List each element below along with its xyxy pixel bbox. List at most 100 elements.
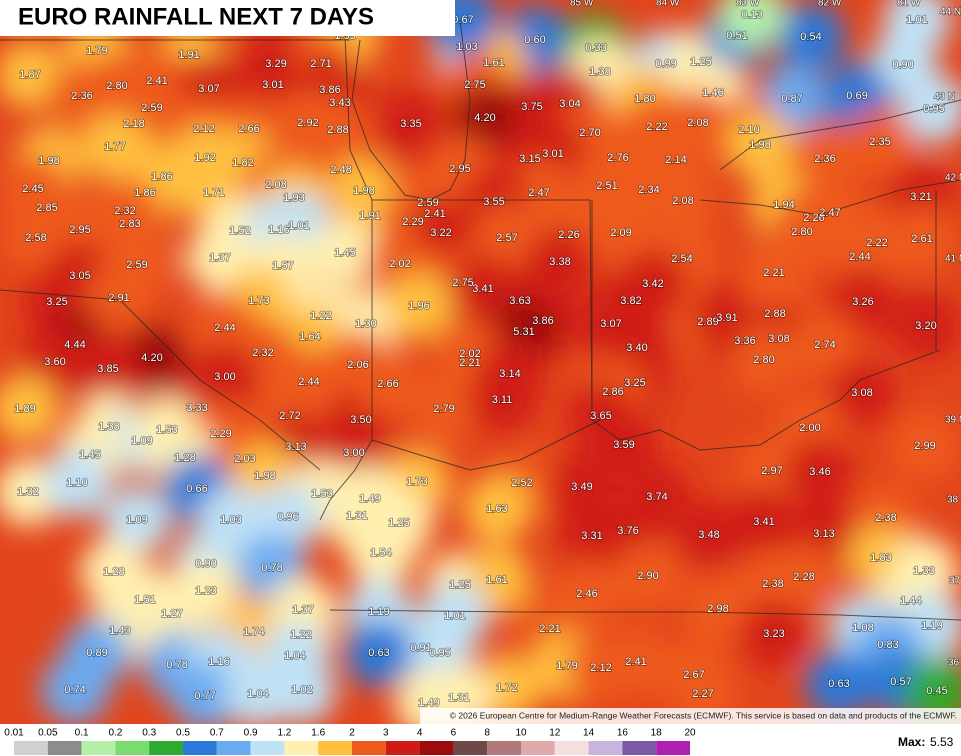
rain-cell (777, 3, 845, 71)
rain-value: 3.59 (613, 439, 634, 451)
legend-label: 4 (417, 728, 423, 739)
rain-value: 2.44 (214, 322, 235, 334)
rain-value: 1.94 (773, 199, 794, 211)
rain-cell (900, 75, 961, 143)
rain-value: 2.08 (672, 195, 693, 207)
rain-value: 0.77 (194, 690, 215, 702)
rain-value: 2.74 (814, 339, 835, 351)
rain-cell (828, 359, 896, 427)
rain-value: 2.97 (761, 465, 782, 477)
rain-value: 2.32 (252, 347, 273, 359)
rain-value: 2.14 (665, 154, 686, 166)
rain-value: 1.02 (291, 684, 312, 696)
rain-value: 2.88 (327, 124, 348, 136)
legend-label: 0.3 (142, 728, 156, 739)
rain-value: 3.60 (44, 356, 65, 368)
max-value: 5.53 (930, 735, 954, 749)
grid-label: 82 W (818, 0, 842, 9)
borders (0, 19, 961, 621)
rain-value: 2.36 (71, 90, 92, 102)
rain-value: 2.67 (683, 669, 704, 681)
rain-value: 1.22 (310, 310, 331, 322)
rain-cell (410, 375, 478, 443)
rain-value: 1.86 (151, 171, 172, 183)
rain-value: 3.22 (430, 227, 451, 239)
rain-cell (791, 311, 859, 379)
rain-value: 2.66 (377, 378, 398, 390)
credit-box (420, 708, 961, 724)
rain-value: 3.08 (768, 333, 789, 345)
rain-value: 1.37 (209, 252, 230, 264)
rain-value: 2.22 (866, 237, 887, 249)
rain-value: 3.55 (483, 196, 504, 208)
rain-value: 2.26 (558, 229, 579, 241)
legend-label: 0.1 (75, 728, 89, 739)
rain-value: 2.59 (141, 102, 162, 114)
rain-value: 1.92 (194, 152, 215, 164)
rain-value: 2.28 (793, 571, 814, 583)
rain-cell (254, 483, 322, 551)
rain-value: 3.23 (763, 628, 784, 640)
legend-swatch (318, 741, 352, 755)
rain-value: 1.01 (906, 14, 927, 26)
rain-value: 1.44 (900, 595, 921, 607)
rain-cell (805, 650, 873, 718)
rain-value: 1.53 (156, 424, 177, 436)
rain-value: 2.59 (126, 259, 147, 271)
legend-swatch (47, 741, 82, 755)
rain-cell (0, 41, 64, 109)
legend-label: 12 (549, 728, 561, 739)
rain-cell (791, 125, 859, 193)
legend-label: 14 (583, 728, 595, 739)
legend-swatch (284, 741, 319, 755)
rain-value: 0.67 (452, 14, 473, 26)
rain-value: 2.80 (791, 226, 812, 238)
rain-value: 2.21 (763, 267, 784, 279)
rain-value: 2.29 (402, 216, 423, 228)
rain-value: 1.38 (98, 421, 119, 433)
rain-value: 2.34 (638, 184, 659, 196)
rain-value: 1.04 (247, 688, 268, 700)
rain-value: 1.49 (359, 493, 380, 505)
rain-value: 3.82 (620, 295, 641, 307)
lake-shore (351, 19, 471, 201)
rain-cell (786, 438, 854, 506)
rain-value: 1.98 (749, 139, 770, 151)
rain-value: 3.00 (214, 371, 235, 383)
rain-value: 2.12 (193, 123, 214, 135)
rain-value: 0.99 (655, 58, 676, 70)
rain-value: 2.18 (123, 118, 144, 130)
rain-value: 1.08 (852, 622, 873, 634)
rain-value: 1.01 (444, 610, 465, 622)
rain-value: 2.61 (911, 233, 932, 245)
rain-value: 2.85 (36, 202, 57, 214)
rain-value: 1.09 (131, 435, 152, 447)
rain-value: 2.70 (579, 127, 600, 139)
rain-value: 3.00 (343, 447, 364, 459)
rain-value: 3.74 (646, 491, 667, 503)
rain-value: 2.89 (697, 316, 718, 328)
rain-cell (473, 204, 541, 272)
rain-value: 2.41 (625, 656, 646, 668)
rain-value: 1.51 (134, 594, 155, 606)
rain-value: 3.40 (626, 342, 647, 354)
rain-value: 0.78 (261, 562, 282, 574)
rain-cell (739, 550, 807, 618)
rain-value: 1.25 (388, 517, 409, 529)
rain-cell (43, 449, 111, 517)
rain-value: 2.66 (238, 123, 259, 135)
rain-cell (602, 628, 670, 696)
legend-swatch (487, 741, 521, 755)
rain-value: 1.04 (284, 650, 305, 662)
rain-value: 2.36 (814, 153, 835, 165)
rain-value: 2.98 (707, 603, 728, 615)
legend-swatch (250, 741, 285, 755)
rain-value: 2.90 (637, 570, 658, 582)
rain-value: 3.29 (265, 58, 286, 70)
state-border (329, 609, 961, 621)
lake-shore (699, 179, 961, 216)
rain-value: 2.32 (114, 205, 135, 217)
rain-value: 2.41 (424, 208, 445, 220)
river (371, 419, 601, 471)
